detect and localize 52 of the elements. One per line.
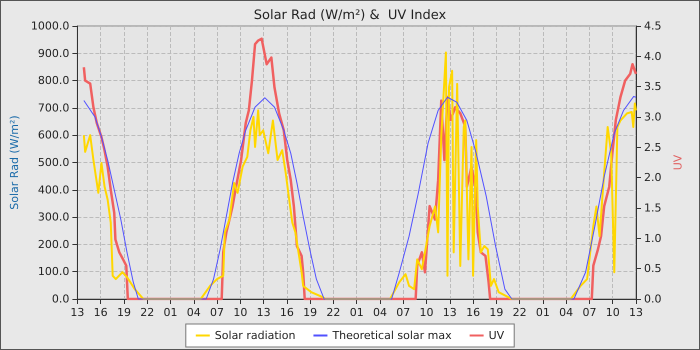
y2-tick-label: 4.5 bbox=[644, 20, 662, 32]
x-tick-label: 22 bbox=[140, 306, 154, 319]
x-tick-label: 22 bbox=[326, 306, 340, 319]
y-axis-title: Solar Rad (W/m²) bbox=[8, 115, 21, 210]
x-tick-label: 04 bbox=[186, 306, 201, 319]
x-tick-label: 19 bbox=[116, 306, 131, 319]
chart-title: Solar Rad (W/m²) & UV Index bbox=[254, 8, 447, 23]
legend-label: Theoretical solar max bbox=[331, 329, 452, 342]
y-tick-label: 400.0 bbox=[38, 183, 70, 196]
x-tick-label: 01 bbox=[536, 306, 550, 319]
x-tick-label: 16 bbox=[466, 306, 480, 319]
y-tick-label: 0.0 bbox=[52, 292, 70, 306]
y2-tick-label: 3.0 bbox=[644, 110, 662, 124]
x-tick-label: 10 bbox=[606, 306, 620, 319]
x-tick-label: 16 bbox=[94, 306, 108, 319]
y2-tick-label: 4.0 bbox=[644, 50, 662, 63]
x-tick-label: 04 bbox=[372, 306, 387, 319]
y2-axis-title: UV bbox=[671, 154, 684, 170]
y-tick-label: 600.0 bbox=[38, 128, 70, 142]
x-tick-label: 01 bbox=[350, 306, 364, 319]
y-tick-label: 800.0 bbox=[38, 74, 70, 88]
y-tick-label: 100.0 bbox=[38, 265, 70, 278]
x-tick-label: 07 bbox=[396, 306, 410, 319]
y-tick-label: 300.0 bbox=[38, 210, 70, 224]
x-tick-label: 07 bbox=[210, 306, 224, 319]
legend-label: Solar radiation bbox=[214, 329, 296, 342]
x-tick-label: 16 bbox=[280, 306, 294, 319]
x-tick-label: 13 bbox=[70, 306, 84, 319]
x-tick-label: 19 bbox=[303, 306, 318, 319]
x-tick-label: 01 bbox=[163, 306, 178, 319]
x-tick-label: 07 bbox=[582, 306, 596, 319]
x-tick-label: 22 bbox=[512, 306, 527, 319]
x-tick-label: 10 bbox=[233, 306, 248, 319]
y2-tick-label: 1.5 bbox=[644, 202, 662, 214]
x-tick-label: 13 bbox=[256, 306, 271, 319]
x-tick-label: 13 bbox=[442, 306, 457, 319]
y-tick-label: 500.0 bbox=[38, 156, 70, 169]
y2-tick-label: 2.0 bbox=[644, 171, 662, 184]
y2-tick-label: 2.5 bbox=[644, 140, 662, 154]
y2-tick-label: 1.0 bbox=[644, 232, 662, 245]
x-tick-label: 10 bbox=[420, 306, 434, 319]
y-tick-label: 900.0 bbox=[38, 46, 70, 60]
x-tick-label: 19 bbox=[489, 306, 504, 319]
y2-tick-label: 0.5 bbox=[644, 262, 662, 276]
y-tick-label: 1000.0 bbox=[30, 20, 70, 32]
y-tick-label: 200.0 bbox=[38, 238, 70, 251]
y2-tick-label: 0.0 bbox=[644, 292, 662, 306]
y2-tick-label: 3.5 bbox=[644, 80, 662, 94]
x-tick-label: 04 bbox=[559, 306, 574, 319]
y-tick-label: 700.0 bbox=[38, 101, 70, 114]
x-tick-label: 13 bbox=[629, 306, 643, 319]
legend-label: UV bbox=[488, 329, 505, 342]
